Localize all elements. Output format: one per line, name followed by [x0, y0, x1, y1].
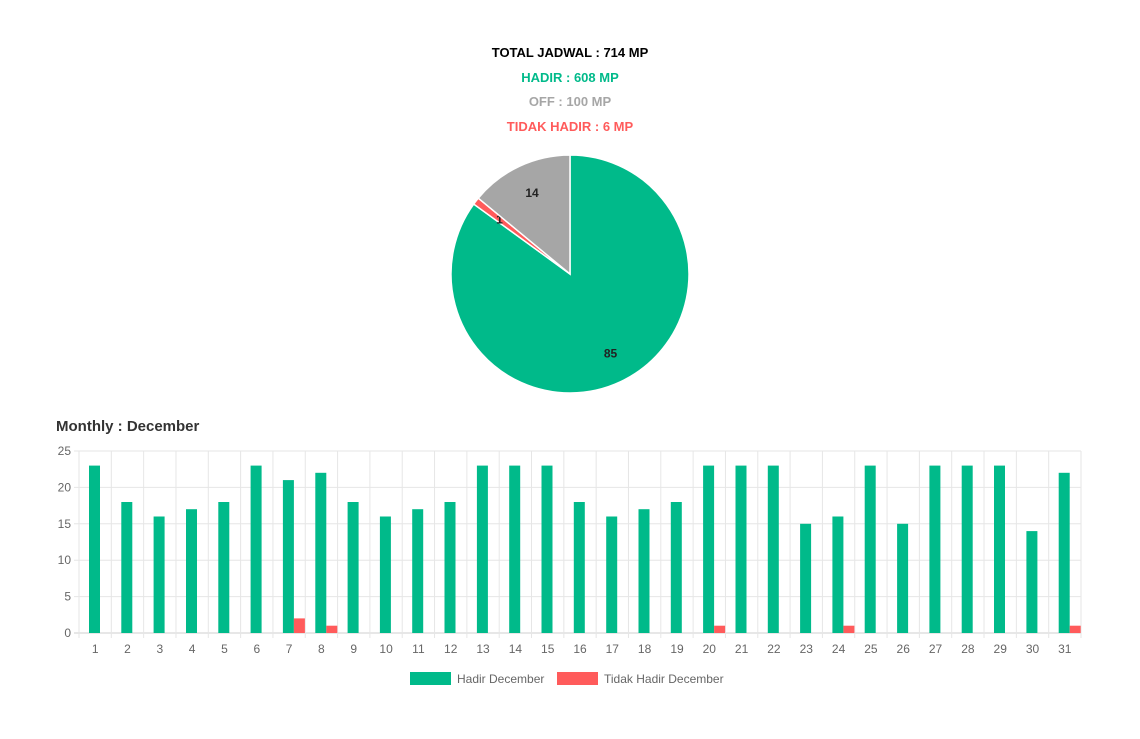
x-tick-label: 8 — [318, 642, 325, 656]
bar-tidak-hadir-day-7[interactable] — [293, 618, 305, 633]
bar-hadir-day-31[interactable] — [1058, 472, 1070, 633]
bar-hadir-day-13[interactable] — [476, 465, 488, 633]
legend-swatch-hadir-december[interactable] — [410, 672, 451, 685]
x-tick-label: 2 — [124, 642, 131, 656]
bar-hadir-day-29[interactable] — [994, 465, 1005, 633]
bar-hadir-day-23[interactable] — [800, 523, 812, 633]
x-tick-label: 20 — [703, 642, 717, 656]
bar-hadir-day-20[interactable] — [703, 465, 715, 633]
pie-slice-off[interactable] — [477, 154, 571, 276]
y-tick-label: 15 — [58, 517, 72, 531]
y-tick-label: 5 — [64, 590, 71, 604]
x-tick-label: 16 — [573, 642, 587, 656]
x-tick-label: 14 — [509, 642, 523, 656]
x-tick-label: 22 — [767, 642, 781, 656]
x-tick-label: 26 — [897, 642, 911, 656]
bar-hadir-day-6[interactable] — [250, 465, 262, 633]
x-tick-label: 23 — [800, 642, 814, 656]
monthly-title: Monthly : December — [56, 418, 200, 435]
bar-hadir-day-7[interactable] — [282, 480, 294, 633]
bar-hadir-day-14[interactable] — [509, 465, 521, 633]
x-tick-label: 29 — [994, 642, 1008, 656]
off-label: OFF : 100 MP — [528, 94, 612, 109]
bar-hadir-day-28[interactable] — [961, 465, 973, 633]
x-tick-label: 3 — [156, 642, 163, 656]
bar-hadir-day-9[interactable] — [347, 502, 359, 633]
bar-hadir-day-12[interactable] — [444, 502, 456, 633]
x-tick-label: 13 — [476, 642, 490, 656]
bar-hadir-day-22[interactable] — [767, 465, 779, 633]
x-tick-label: 4 — [189, 642, 196, 656]
pie-label-tidak-hadir: 1 — [496, 212, 503, 226]
bar-hadir-day-24[interactable] — [832, 516, 844, 634]
x-tick-label: 5 — [221, 642, 228, 656]
legend-label-hadir-december[interactable]: Hadir December — [457, 672, 544, 686]
bar-hadir-day-15[interactable] — [541, 465, 553, 633]
bar-hadir-day-10[interactable] — [379, 516, 391, 634]
x-tick-label: 11 — [412, 642, 425, 656]
x-tick-label: 27 — [929, 642, 943, 656]
bar-hadir-day-5[interactable] — [218, 502, 230, 633]
bar-hadir-day-16[interactable] — [573, 502, 585, 633]
bar-tidak-hadir-day-20[interactable] — [714, 625, 726, 633]
x-tick-label: 30 — [1026, 642, 1040, 656]
x-tick-label: 24 — [832, 642, 846, 656]
legend-label-tidak-hadir-december[interactable]: Tidak Hadir December — [604, 672, 724, 686]
y-tick-label: 0 — [64, 626, 71, 640]
bar-hadir-day-19[interactable] — [670, 502, 682, 633]
bar-hadir-day-18[interactable] — [638, 509, 650, 633]
x-tick-label: 10 — [379, 642, 393, 656]
y-tick-label: 25 — [58, 444, 72, 458]
bar-hadir-day-2[interactable] — [121, 502, 133, 633]
bar-hadir-day-4[interactable] — [186, 509, 197, 633]
x-tick-label: 28 — [961, 642, 975, 656]
x-tick-label: 18 — [638, 642, 652, 656]
attendance-pie-chart: 85 1 14 — [450, 154, 690, 394]
bar-tidak-hadir-day-8[interactable] — [326, 625, 338, 633]
legend-swatch-tidak-hadir-december[interactable] — [557, 672, 598, 685]
bar-hadir-day-3[interactable] — [153, 516, 165, 634]
hadir-label: HADIR : 608 MP — [521, 69, 619, 85]
x-tick-label: 12 — [444, 642, 458, 656]
bar-tidak-hadir-day-24[interactable] — [843, 625, 855, 633]
bar-tidak-hadir-day-31[interactable] — [1069, 625, 1081, 633]
bar-hadir-day-30[interactable] — [1026, 531, 1038, 633]
x-tick-label: 7 — [286, 642, 293, 656]
pie-label-hadir: 85 — [604, 347, 618, 361]
x-tick-label: 19 — [670, 642, 684, 656]
tidak-hadir-label: TIDAK HADIR : 6 MP — [506, 118, 634, 134]
pie-label-off: 14 — [525, 186, 539, 200]
total-jadwal-label: TOTAL JADWAL : 714 MP — [491, 45, 649, 60]
y-tick-label: 10 — [58, 553, 72, 567]
bar-hadir-day-17[interactable] — [606, 516, 618, 634]
bar-hadir-day-21[interactable] — [735, 465, 747, 633]
x-tick-label: 17 — [606, 642, 620, 656]
x-tick-label: 9 — [350, 642, 357, 656]
bar-hadir-day-26[interactable] — [897, 523, 909, 633]
bar-hadir-day-27[interactable] — [929, 465, 941, 633]
x-tick-label: 31 — [1058, 642, 1072, 656]
bar-hadir-day-8[interactable] — [315, 472, 327, 633]
bar-hadir-day-25[interactable] — [864, 465, 876, 633]
summary-block: TOTAL JADWAL : 714 MP HADIR : 608 MP OFF… — [0, 44, 1140, 142]
x-tick-label: 6 — [253, 642, 260, 656]
y-tick-label: 20 — [58, 480, 72, 494]
x-tick-label: 15 — [541, 642, 555, 656]
bar-hadir-day-1[interactable] — [89, 465, 100, 633]
x-tick-label: 25 — [864, 642, 878, 656]
x-tick-label: 1 — [92, 642, 99, 656]
x-tick-label: 21 — [735, 642, 749, 656]
bar-hadir-day-11[interactable] — [412, 509, 424, 633]
